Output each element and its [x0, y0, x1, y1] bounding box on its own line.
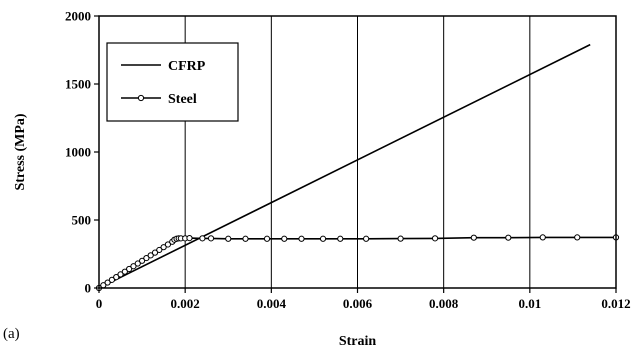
data-point-steel: [243, 236, 248, 241]
data-point-steel: [540, 235, 545, 240]
data-point-steel: [264, 236, 269, 241]
data-point-steel: [187, 235, 192, 240]
data-point-steel: [208, 236, 213, 241]
data-point-steel: [471, 235, 476, 240]
data-point-steel: [398, 236, 403, 241]
panel-label: (a): [3, 326, 20, 342]
data-point-steel: [320, 236, 325, 241]
data-point-steel: [432, 236, 437, 241]
legend-label-cfrp: CFRP: [168, 59, 206, 74]
x-tick-label: 0.006: [343, 296, 373, 311]
data-point-steel: [364, 236, 369, 241]
data-point-steel: [226, 236, 231, 241]
legend: CFRP Steel: [107, 43, 238, 121]
x-tick-label: 0.002: [171, 296, 200, 311]
data-point-steel: [506, 235, 511, 240]
data-point-steel: [575, 235, 580, 240]
y-tick-label: 1500: [65, 77, 91, 92]
y-axis-label: Stress (MPa): [13, 113, 28, 190]
y-tick-label: 2000: [65, 9, 91, 24]
x-tick-label: 0.01: [518, 296, 541, 311]
legend-marker-steel: [138, 95, 143, 100]
y-tick-label: 0: [85, 281, 92, 296]
x-tick-label: 0: [96, 296, 103, 311]
data-point-steel: [338, 236, 343, 241]
y-tick-label: 500: [72, 213, 92, 228]
x-tick-label: 0.004: [257, 296, 287, 311]
legend-label-steel: Steel: [168, 92, 197, 107]
data-point-steel: [282, 236, 287, 241]
x-axis-label: Strain: [339, 334, 377, 349]
x-tick-label: 0.012: [601, 296, 630, 311]
x-tick-label: 0.008: [429, 296, 459, 311]
y-tick-label: 1000: [65, 145, 91, 160]
legend-box: [107, 43, 238, 121]
data-point-steel: [299, 236, 304, 241]
data-point-steel: [200, 236, 205, 241]
